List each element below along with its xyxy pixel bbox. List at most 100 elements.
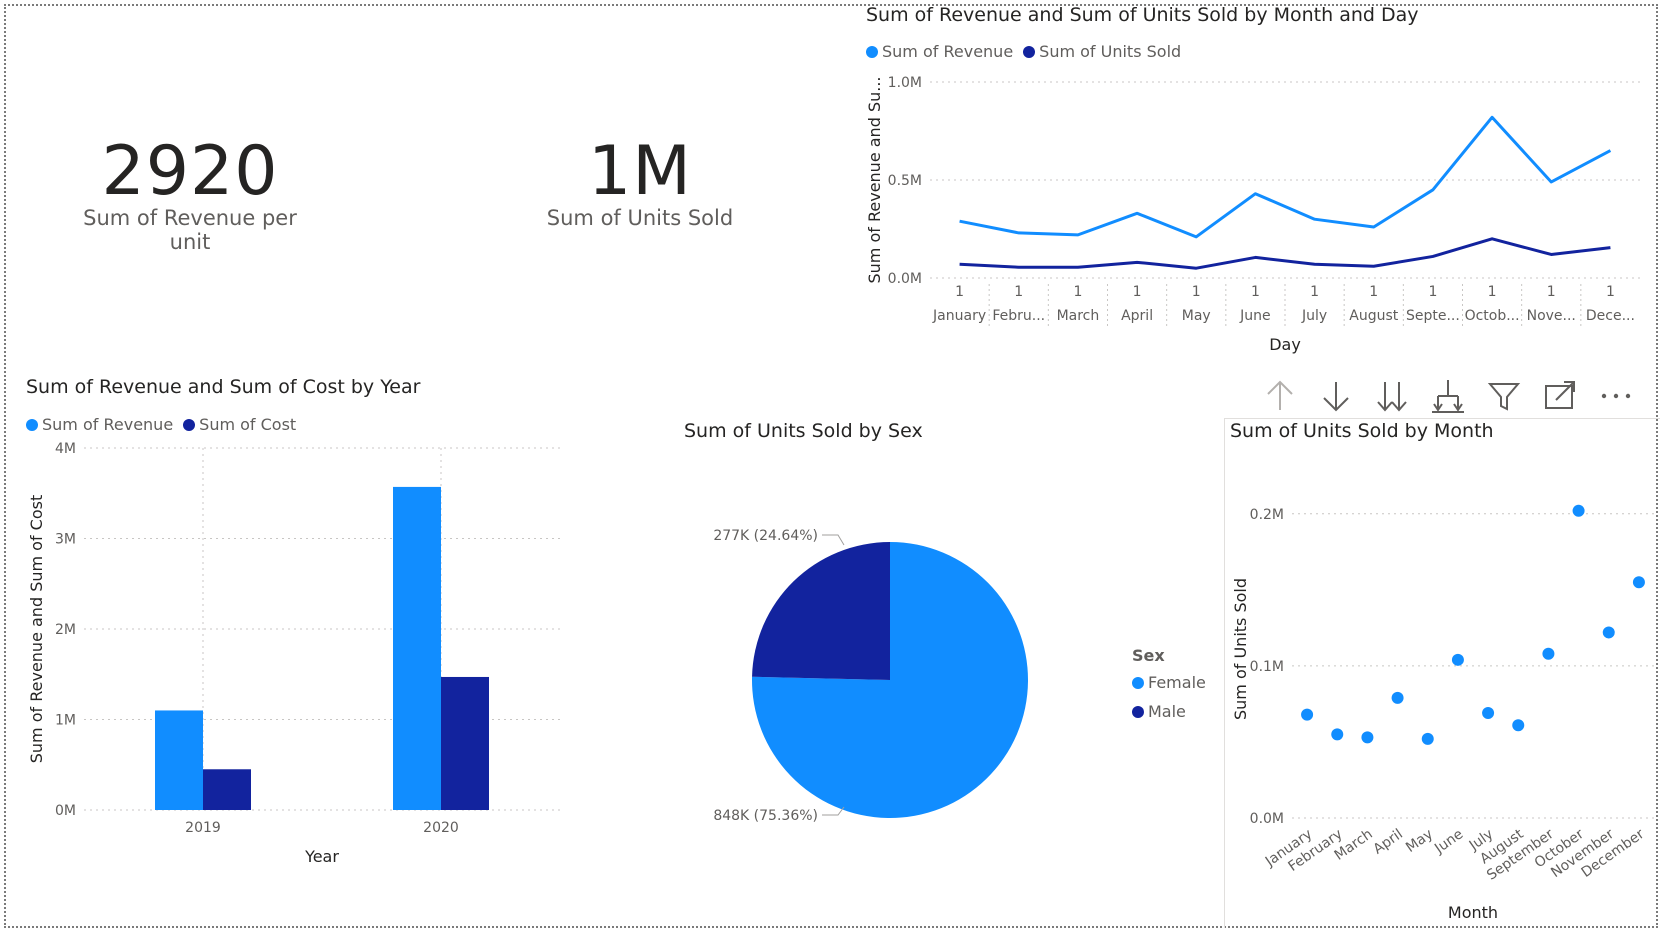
scatter-point <box>1572 504 1585 517</box>
y-tick-label: 0.5M <box>888 173 922 189</box>
scatter-point <box>1391 691 1404 704</box>
arrow-up-icon[interactable] <box>1262 378 1298 414</box>
x-tick-label: January <box>932 308 986 324</box>
scatter-point <box>1331 728 1344 741</box>
legend-item[interactable]: Sum of Units Sold <box>1023 42 1181 61</box>
legend-dot-icon <box>26 418 38 431</box>
day-tick-label: 1 <box>1428 284 1437 300</box>
x-tick-label: May <box>1182 308 1211 324</box>
y-tick-label: 3M <box>55 532 76 548</box>
pie-slice <box>752 542 890 680</box>
report-canvas <box>4 4 1658 928</box>
y-tick-label: 0.1M <box>1250 659 1284 675</box>
legend-item[interactable]: Sum of Revenue <box>866 42 1013 61</box>
legend-item[interactable]: Male <box>1132 702 1206 721</box>
day-tick-label: 1 <box>1547 284 1556 300</box>
focus-mode-icon[interactable] <box>1542 378 1578 414</box>
scatter-point <box>1421 732 1434 745</box>
y-tick-label: 1M <box>55 713 76 729</box>
day-tick-label: 1 <box>1014 284 1023 300</box>
legend-dot-icon <box>1132 676 1144 689</box>
arrow-down-icon[interactable] <box>1318 378 1354 414</box>
bar <box>203 769 251 810</box>
series-line <box>959 115 1612 239</box>
card-label: Sum of Units Sold <box>546 206 734 230</box>
legend-dot-icon <box>1132 705 1144 718</box>
legend-dot-icon <box>1023 45 1036 58</box>
x-tick-label: May <box>1403 826 1436 856</box>
x-tick-label: April <box>1121 308 1153 324</box>
legend-item[interactable]: Female <box>1132 673 1206 692</box>
x-tick-label: Octob... <box>1465 308 1520 324</box>
bar <box>155 710 203 810</box>
scatter-panel-border <box>1224 418 1225 928</box>
day-tick-label: 1 <box>1606 284 1615 300</box>
line-chart[interactable]: 0.0M 0.5M 1.0M 1 January 1 Febru... 1 March 1 Apri… <box>860 70 1660 370</box>
day-tick-label: 1 <box>1488 284 1497 300</box>
pie-legend-title: Sex <box>1132 646 1165 665</box>
scatter-point <box>1482 707 1495 720</box>
x-tick-label: August <box>1349 308 1399 324</box>
x-tick-label: Dece... <box>1586 308 1635 324</box>
card-revenue-per-unit[interactable]: 2920 Sum of Revenue per unit <box>60 120 320 254</box>
y-tick-label: 1.0M <box>888 75 922 91</box>
pie-data-label: 848K (75.36%) <box>713 808 818 824</box>
x-tick-label: 2019 <box>185 820 221 836</box>
day-tick-label: 1 <box>1251 284 1260 300</box>
bar-chart-legend: Sum of Revenue Sum of Cost <box>26 415 306 434</box>
scatter-point <box>1361 731 1374 744</box>
y-tick-label: 0.0M <box>1250 811 1284 827</box>
bar-chart-title: Sum of Revenue and Sum of Cost by Year <box>26 376 421 398</box>
expand-hierarchy-icon[interactable] <box>1430 378 1466 414</box>
bar <box>393 486 441 810</box>
x-tick-label: 2020 <box>423 820 459 836</box>
double-arrow-down-icon[interactable] <box>1374 378 1410 414</box>
x-axis-title: Day <box>1269 335 1301 354</box>
x-tick-label: June <box>1239 308 1271 324</box>
pie-chart[interactable]: 848K (75.36%) 277K (24.64%) <box>700 500 1120 860</box>
scatter-panel-border-top <box>1224 418 1660 419</box>
day-tick-label: 1 <box>1133 284 1142 300</box>
legend-label: Sum of Revenue <box>42 415 174 434</box>
scatter-chart-title: Sum of Units Sold by Month <box>1230 420 1494 442</box>
card-units-sold[interactable]: 1M Sum of Units Sold <box>530 120 750 250</box>
legend-item[interactable]: Sum of Revenue <box>26 415 173 434</box>
pie-chart-title: Sum of Units Sold by Sex <box>684 420 923 442</box>
scatter-point <box>1632 576 1645 589</box>
day-tick-label: 1 <box>1192 284 1201 300</box>
legend-dot-icon <box>866 45 878 58</box>
scatter-chart[interactable]: 0.0M0.1M0.2MJanuaryFebruaryMarchAprilMay… <box>1226 460 1660 925</box>
y-tick-label: 2M <box>55 622 76 638</box>
series-line <box>959 237 1611 270</box>
day-tick-label: 1 <box>1310 284 1319 300</box>
pie-data-label: 277K (24.64%) <box>713 528 818 544</box>
x-axis-title: Year <box>304 847 339 866</box>
x-tick-label: Febru... <box>992 308 1045 324</box>
legend-label: Sum of Cost <box>199 415 297 434</box>
card-value: 1M <box>588 132 692 211</box>
bar-chart[interactable]: 0M 1M 2M 3M 4M 2019 2020 Year Sum of Revenue and… <box>20 440 580 890</box>
pie-leader-line <box>822 806 845 816</box>
x-tick-label: Nove... <box>1527 308 1576 324</box>
visual-header-toolbar <box>1262 378 1654 414</box>
more-options-icon[interactable] <box>1598 378 1634 414</box>
legend-label: Sum of Revenue <box>882 42 1014 61</box>
pie-leader-line <box>822 534 845 546</box>
legend-label: Sum of Units Sold <box>1039 42 1182 61</box>
x-tick-label: Septe... <box>1406 308 1460 324</box>
bar <box>441 676 489 810</box>
card-value: 2920 <box>101 132 279 211</box>
y-axis-title: Sum of Revenue and Su... <box>865 77 884 284</box>
line-chart-title: Sum of Revenue and Sum of Units Sold by … <box>866 4 1419 26</box>
y-tick-label: 0.2M <box>1250 507 1284 523</box>
pie-legend: Sex Female Male <box>1132 646 1206 731</box>
x-axis-title: Month <box>1448 903 1498 922</box>
y-tick-label: 4M <box>55 441 76 457</box>
card-label: Sum of Revenue per unit <box>83 206 297 254</box>
filter-icon[interactable] <box>1486 378 1522 414</box>
scatter-point <box>1602 626 1615 639</box>
day-tick-label: 1 <box>1073 284 1082 300</box>
x-tick-label: March <box>1057 308 1100 324</box>
legend-item[interactable]: Sum of Cost <box>183 415 296 434</box>
day-tick-label: 1 <box>1369 284 1378 300</box>
